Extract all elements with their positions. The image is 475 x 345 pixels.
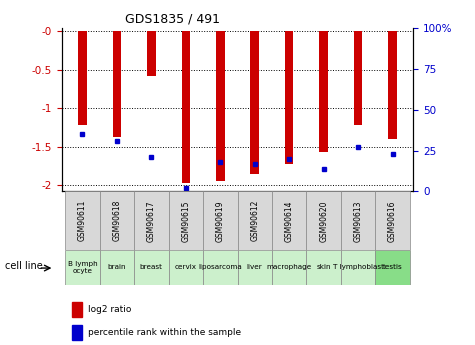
- Bar: [306, 191, 341, 250]
- Text: breast: breast: [140, 264, 163, 270]
- Text: GSM90613: GSM90613: [353, 200, 362, 242]
- Text: brain: brain: [108, 264, 126, 270]
- Text: GSM90619: GSM90619: [216, 200, 225, 242]
- Bar: [250, 31, 259, 174]
- Bar: [65, 250, 100, 285]
- Bar: [306, 250, 341, 285]
- Text: testis: testis: [383, 264, 402, 270]
- Bar: [388, 31, 397, 139]
- Bar: [216, 31, 225, 181]
- Bar: [319, 31, 328, 152]
- Text: macrophage: macrophage: [266, 264, 312, 270]
- Bar: [285, 31, 294, 164]
- Bar: [238, 250, 272, 285]
- Bar: [65, 191, 100, 250]
- Text: GSM90617: GSM90617: [147, 200, 156, 242]
- Text: percentile rank within the sample: percentile rank within the sample: [88, 328, 241, 337]
- Bar: [134, 250, 169, 285]
- Text: GSM90615: GSM90615: [181, 200, 190, 242]
- Text: GSM90614: GSM90614: [285, 200, 294, 242]
- Text: GSM90618: GSM90618: [113, 200, 122, 242]
- Text: GSM90616: GSM90616: [388, 200, 397, 242]
- Bar: [238, 191, 272, 250]
- Bar: [375, 250, 410, 285]
- Bar: [100, 191, 134, 250]
- Text: T lymphoblast: T lymphoblast: [332, 264, 384, 270]
- Bar: [272, 191, 306, 250]
- Bar: [100, 250, 134, 285]
- Bar: [113, 31, 121, 137]
- Bar: [169, 191, 203, 250]
- Text: GSM90612: GSM90612: [250, 200, 259, 242]
- Bar: [272, 250, 306, 285]
- Bar: [375, 191, 410, 250]
- Bar: [181, 31, 190, 183]
- Text: skin: skin: [316, 264, 331, 270]
- Bar: [354, 31, 362, 125]
- Text: log2 ratio: log2 ratio: [88, 305, 131, 314]
- Text: GDS1835 / 491: GDS1835 / 491: [125, 12, 220, 25]
- Text: B lymph
ocyte: B lymph ocyte: [67, 261, 97, 274]
- Text: GSM90620: GSM90620: [319, 200, 328, 242]
- Bar: [72, 325, 82, 340]
- Bar: [203, 191, 238, 250]
- Text: liposarcoma: liposarcoma: [199, 264, 242, 270]
- Bar: [134, 191, 169, 250]
- Bar: [341, 191, 375, 250]
- Bar: [72, 302, 82, 317]
- Bar: [169, 250, 203, 285]
- Bar: [147, 31, 156, 76]
- Text: GSM90611: GSM90611: [78, 200, 87, 242]
- Text: cervix: cervix: [175, 264, 197, 270]
- Bar: [203, 250, 238, 285]
- Bar: [78, 31, 87, 125]
- Text: liver: liver: [247, 264, 263, 270]
- Text: cell line: cell line: [5, 261, 43, 270]
- Bar: [341, 250, 375, 285]
